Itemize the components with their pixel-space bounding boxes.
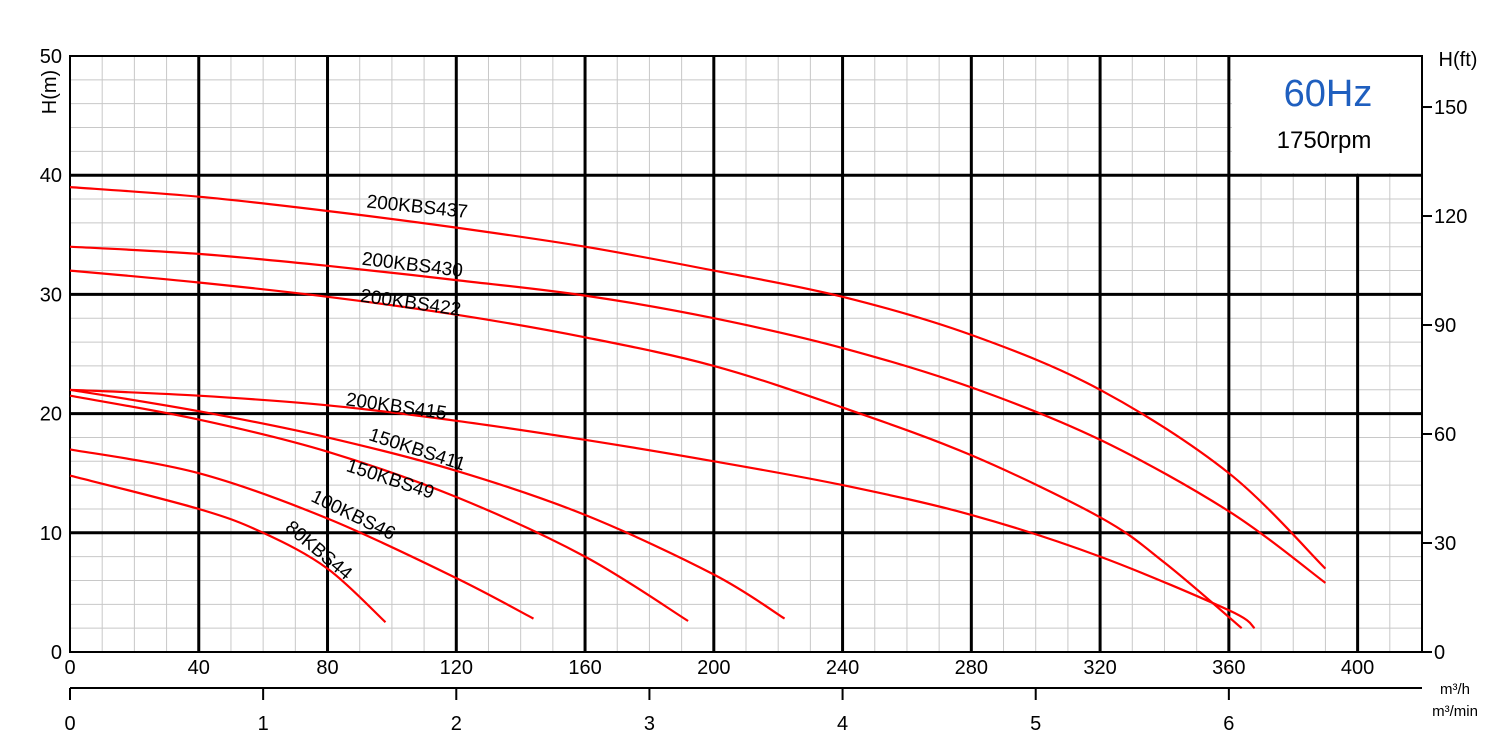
pump-curves	[69, 186, 1327, 630]
y-left-axis-title: H(m)	[39, 70, 61, 114]
y-left-tick-label: 30	[40, 284, 62, 306]
minor-grid	[69, 55, 1423, 653]
y-right-tick-label: 60	[1434, 424, 1456, 446]
x-primary-tick-label: 240	[826, 657, 859, 679]
x-secondary-tick-label: 3	[644, 713, 655, 735]
frequency-label: 60Hz	[1284, 73, 1373, 115]
curve-label-200kbs422: 200KBS422	[359, 286, 462, 321]
curve-80kbs44	[69, 474, 387, 624]
x-secondary-tick-label: 2	[451, 713, 462, 735]
x-primary-tick-label: 120	[440, 657, 473, 679]
x-primary-tick-label: 0	[64, 657, 75, 679]
y-right-ticks: 0 30 60 90 120 150	[1422, 97, 1467, 664]
curve-150kbs49	[69, 394, 689, 622]
y-left-tick-label: 20	[40, 404, 62, 426]
x-secondary-tick-label: 0	[64, 713, 75, 735]
info-box	[1232, 57, 1421, 173]
x-primary-tick-label: 280	[955, 657, 988, 679]
curve-100kbs46	[69, 448, 535, 620]
x-primary-tick-label: 200	[697, 657, 730, 679]
x-secondary-axis: 0 1 2 3 4 5 6	[64, 687, 1422, 735]
x-primary-tick-label: 40	[188, 657, 210, 679]
x-secondary-unit: m³/min	[1432, 703, 1478, 720]
major-grid	[70, 56, 1422, 652]
curve-label-80kbs44: 80KBS44	[281, 517, 356, 585]
plot-frame	[69, 55, 1423, 653]
y-right-tick-label: 90	[1434, 315, 1456, 337]
curve-label-200kbs430: 200KBS430	[361, 249, 464, 282]
x-secondary-tick-label: 5	[1030, 713, 1041, 735]
x-secondary-tick-label: 4	[837, 713, 848, 735]
y-right-axis-title: H(ft)	[1439, 49, 1478, 71]
y-left-tick-label: 0	[51, 642, 62, 664]
x-primary-tick-label: 360	[1212, 657, 1245, 679]
y-right-tick-label: 120	[1434, 206, 1467, 228]
x-secondary-tick-label: 1	[258, 713, 269, 735]
y-right-tick-label: 0	[1434, 642, 1445, 664]
y-left-ticks: 0 10 20 30 40 50	[40, 46, 62, 664]
curve-200kbs422	[69, 269, 1243, 630]
y-left-tick-label: 10	[40, 523, 62, 545]
y-left-tick-label: 50	[40, 46, 62, 68]
curve-labels: 200KBS437200KBS430200KBS422200KBS415150K…	[281, 191, 469, 584]
y-right-tick-label: 30	[1434, 533, 1456, 555]
x-primary-tick-label: 400	[1341, 657, 1374, 679]
curve-200kbs415	[69, 388, 1256, 630]
speed-label: 1750rpm	[1277, 127, 1372, 154]
curve-150kbs411	[69, 388, 786, 620]
y-right-tick-label: 150	[1434, 97, 1467, 119]
x-primary-tick-label: 80	[316, 657, 338, 679]
y-left-tick-label: 40	[40, 165, 62, 187]
x-primary-tick-label: 160	[568, 657, 601, 679]
x-primary-tick-label: 320	[1083, 657, 1116, 679]
x-primary-ticks: 0 40 80 120 160 200 240 280 320 360 400	[64, 657, 1374, 679]
x-primary-unit: m³/h	[1440, 681, 1470, 698]
curve-200kbs437	[69, 186, 1327, 570]
x-secondary-tick-label: 6	[1223, 713, 1234, 735]
curve-200kbs430	[69, 245, 1327, 584]
